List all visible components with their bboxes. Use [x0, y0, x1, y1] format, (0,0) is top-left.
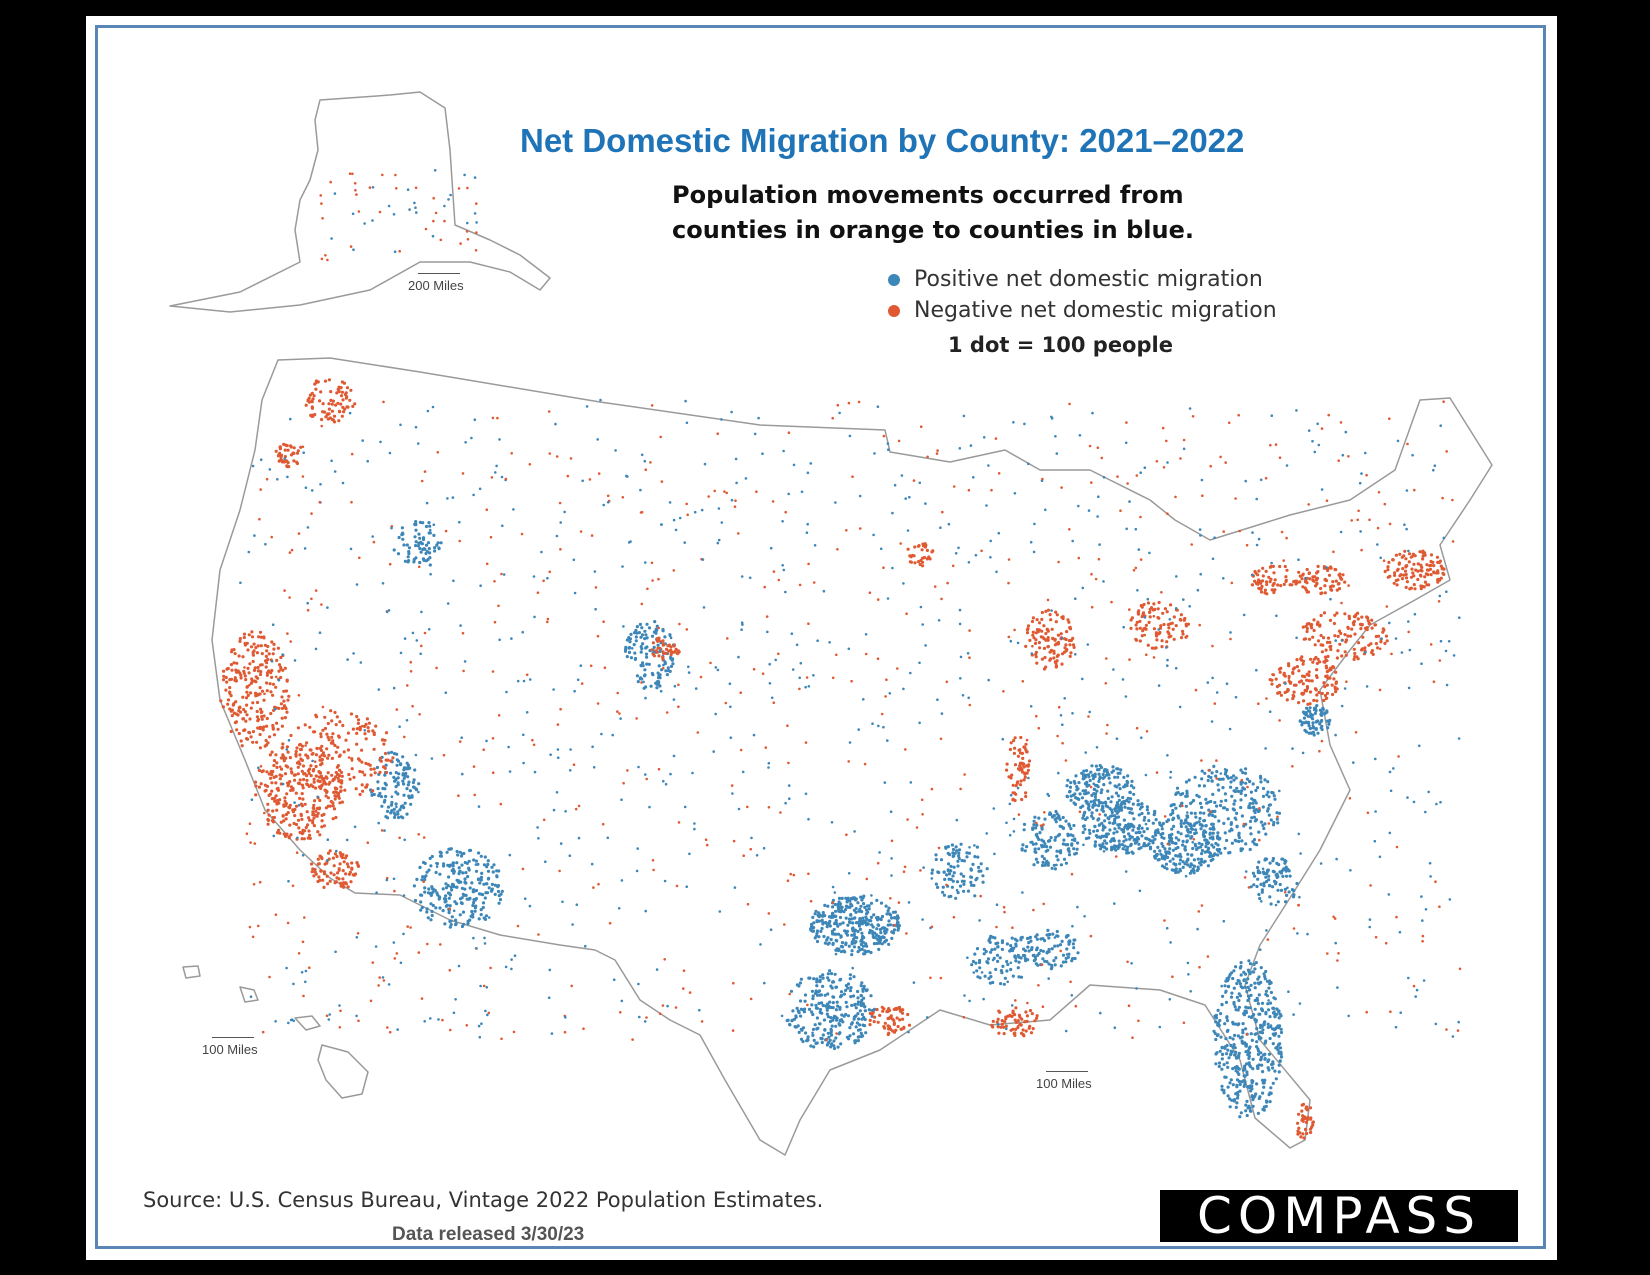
- figure-frame: [95, 25, 1546, 1249]
- hawaii-kauai: [182, 965, 201, 979]
- hawaii-scale-label: 100 Miles: [202, 1042, 258, 1057]
- map-title: Net Domestic Migration by County: 2021–2…: [520, 122, 1245, 159]
- hawaii-scale-bar: 100 Miles: [202, 1037, 258, 1057]
- legend-item-positive: Positive net domestic migration: [888, 264, 1277, 295]
- scale-line: [212, 1037, 254, 1038]
- release-date: Data released 3/30/23: [392, 1224, 585, 1245]
- lower48-outline: [211, 357, 1493, 1156]
- dot-scale-note: 1 dot = 100 people: [948, 333, 1173, 357]
- hawaii-big-island: [317, 1044, 369, 1099]
- alaska-scale-label: 200 Miles: [408, 278, 464, 293]
- map-subtitle: Population movements occurred from count…: [672, 178, 1194, 248]
- dot-layer: [219, 169, 1462, 1140]
- alaska-scale-bar: 200 Miles: [408, 273, 464, 293]
- scale-line: [1046, 1071, 1088, 1072]
- alaska-outline: [169, 91, 551, 313]
- compass-logo: COMPASS: [1160, 1190, 1518, 1242]
- legend: Positive net domestic migration Negative…: [888, 264, 1277, 326]
- negative-dot-icon: [888, 304, 900, 317]
- hawaii-oahu: [239, 986, 259, 1003]
- legend-positive-label: Positive net domestic migration: [914, 267, 1263, 292]
- legend-negative-label: Negative net domestic migration: [914, 298, 1277, 323]
- scale-line: [418, 273, 460, 274]
- positive-dot-icon: [888, 273, 900, 286]
- legend-item-negative: Negative net domestic migration: [888, 295, 1277, 326]
- source-note: Source: U.S. Census Bureau, Vintage 2022…: [143, 1188, 824, 1212]
- hawaii-maui: [294, 1015, 321, 1031]
- subtitle-line-2: counties in orange to counties in blue.: [672, 216, 1194, 244]
- subtitle-line-1: Population movements occurred from: [672, 181, 1184, 209]
- lower48-scale-label: 100 Miles: [1036, 1076, 1092, 1091]
- lower48-scale-bar: 100 Miles: [1036, 1071, 1092, 1091]
